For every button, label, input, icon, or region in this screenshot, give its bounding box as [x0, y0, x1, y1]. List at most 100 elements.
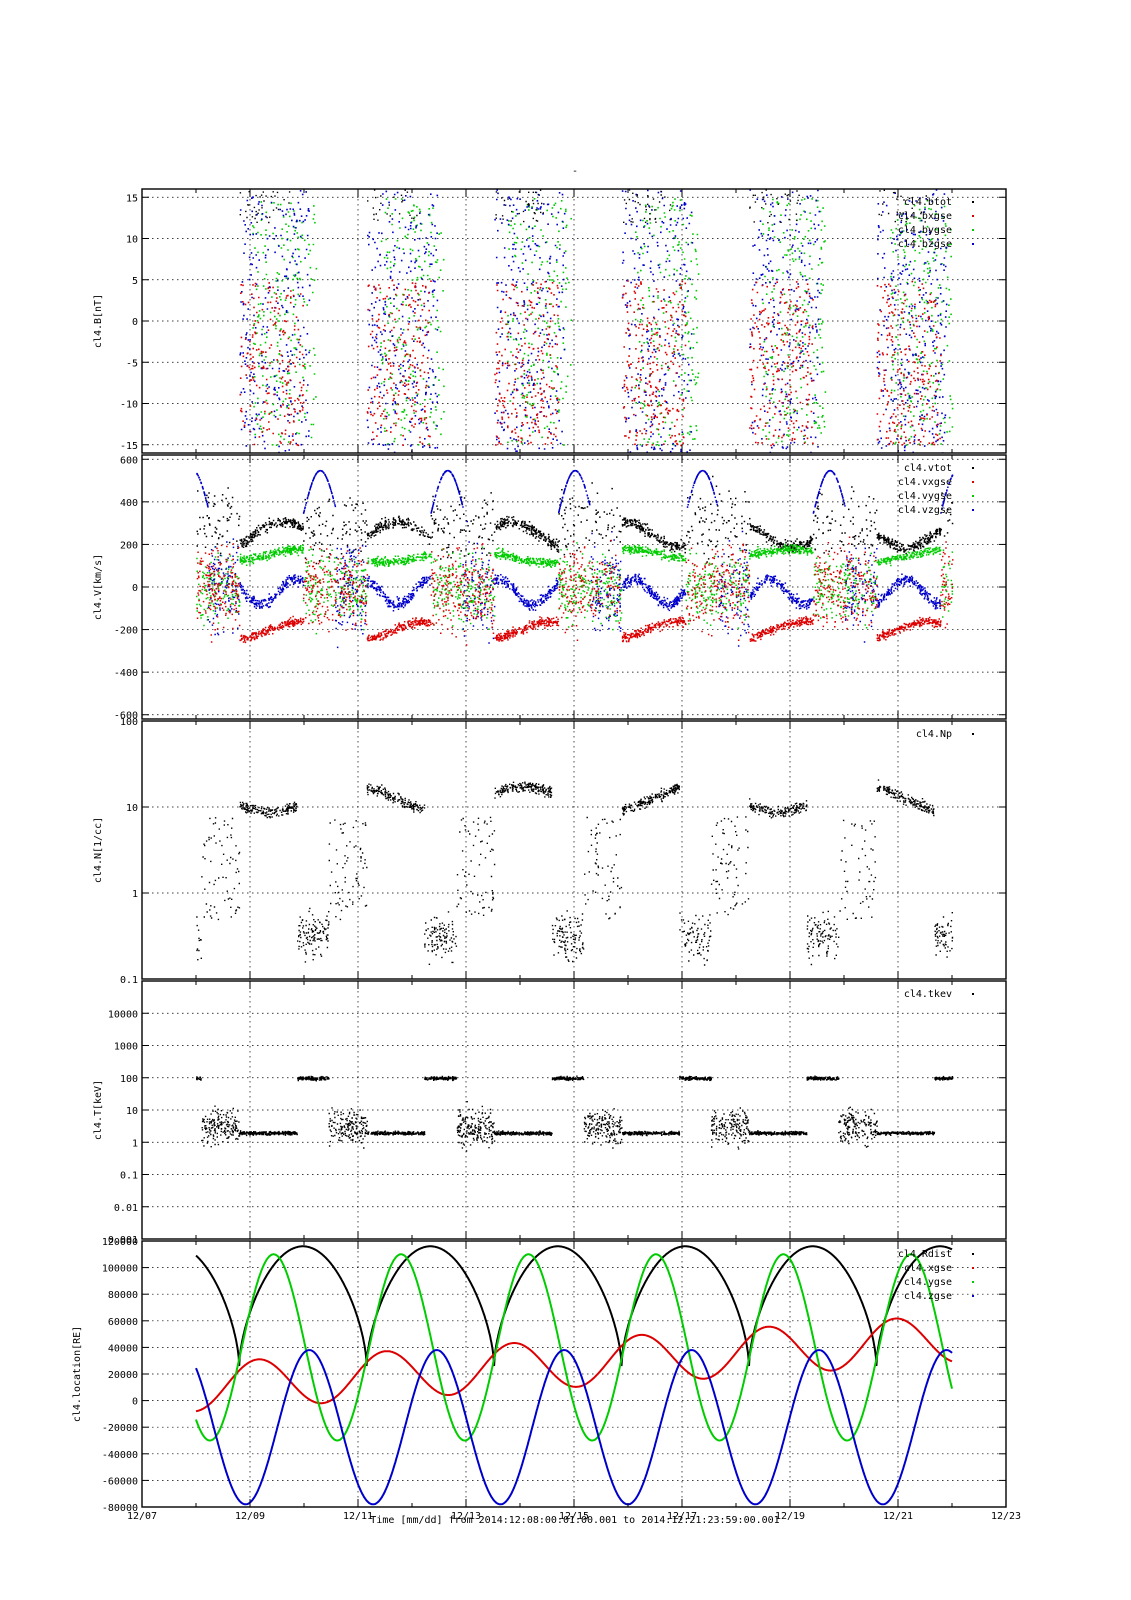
y-tick-label: 15 — [126, 193, 138, 204]
y-tick-label: -20000 — [102, 1423, 138, 1434]
y-tick-label: 0.1 — [120, 975, 138, 986]
legend-label-cl4-bzgse: cl4.bzgse — [898, 239, 952, 250]
panel-3-frame — [141, 720, 1007, 980]
y-tick-label: -15 — [120, 441, 138, 452]
y-tick-label: 10000 — [108, 1009, 138, 1020]
y-axis-label: cl4.V[km/s] — [93, 554, 104, 620]
x-axis-title: Time [mm/dd] from 2014:12:08:00:01:00.00… — [370, 1515, 779, 1526]
y-tick-label: -400 — [114, 668, 138, 679]
legend-label-cl4-Rdist: cl4.Rdist — [898, 1249, 952, 1260]
series-btot-points — [239, 189, 929, 224]
legend-label-cl4-btot: cl4.btot — [904, 197, 952, 208]
series-Rdist-line — [195, 1245, 953, 1367]
legend-marker — [972, 993, 974, 995]
legend-label-cl4-xgse: cl4.xgse — [904, 1263, 952, 1274]
legend-label-cl4-Np: cl4.Np — [916, 729, 952, 740]
y-tick-label: 10 — [126, 235, 138, 246]
panel-5-grid — [142, 1241, 1006, 1507]
series-vzgse-points — [196, 469, 954, 649]
series-tkev-points — [196, 1075, 954, 1152]
legend-marker — [972, 481, 974, 483]
panel-1-data — [239, 189, 954, 453]
y-tick-label: 100 — [120, 717, 138, 728]
y-tick-label: -5 — [126, 358, 138, 369]
legend-marker — [972, 509, 974, 511]
y-tick-label: 0 — [132, 1397, 138, 1408]
panel-5-data — [195, 1245, 953, 1506]
panel-1: 15 10 5 0 -5 -10 -15 cl4.B[nT] cl4.btot cl4.bxgse… — [93, 188, 1007, 454]
y-tick-label: 40000 — [108, 1343, 138, 1354]
y-tick-label: 10 — [126, 803, 138, 814]
y-tick-label: -80000 — [102, 1503, 138, 1514]
panel-4-grid — [142, 981, 1006, 1239]
series-xgse-line — [195, 1317, 953, 1413]
series-bygse-points — [252, 198, 954, 447]
y-tick-label: 60000 — [108, 1317, 138, 1328]
panel-1-frame — [141, 188, 1007, 454]
panel-2-data — [196, 469, 954, 649]
legend-marker — [972, 201, 974, 203]
x-tick-label: 12/11 — [343, 1511, 373, 1522]
legend-label-cl4-ygse: cl4.ygse — [904, 1277, 952, 1288]
x-tick-label: 12/21 — [883, 1511, 913, 1522]
legend-marker — [972, 1295, 974, 1297]
series-zgse-line — [195, 1349, 953, 1506]
panel-3: 100 10 1 0.1 cl4.N[1/cc] cl4.Np — [93, 717, 1007, 986]
panel-5: 120000 100000 80000 60000 40000 20000 0 -20000 -… — [72, 1237, 1007, 1514]
series-bxgse-points — [239, 279, 942, 447]
y-tick-label: 400 — [120, 498, 138, 509]
x-tick-label: 12/13 — [451, 1511, 481, 1522]
y-tick-label: -600 — [114, 711, 138, 722]
panels-group: 151050-5-10-15cl4.B[nT]cl4.btotcl4.bxgse… — [72, 188, 1021, 1522]
legend-label-cl4-tkev: cl4.tkev — [904, 989, 952, 1000]
legend-marker — [972, 243, 974, 245]
legend-label-cl4-vygse: cl4.vygse — [898, 491, 952, 502]
chart-title: - — [572, 166, 578, 177]
y-tick-label: 10 — [126, 1106, 138, 1117]
legend-marker — [972, 1253, 974, 1255]
legend-label-cl4-bxgse: cl4.bxgse — [898, 211, 952, 222]
y-tick-label: 100000 — [102, 1264, 138, 1275]
legend-marker — [972, 467, 974, 469]
legend-label-cl4-vtot: cl4.vtot — [904, 463, 952, 474]
x-tick-label: 12/09 — [235, 1511, 265, 1522]
series-Np-points — [196, 779, 954, 966]
y-tick-label: -60000 — [102, 1476, 138, 1487]
legend-marker — [972, 229, 974, 231]
y-axis-label: cl4.T[keV] — [93, 1080, 104, 1140]
y-tick-label: 5 — [132, 276, 138, 287]
legend-marker — [972, 1281, 974, 1283]
y-tick-label: 1 — [132, 1138, 138, 1149]
y-tick-label: 80000 — [108, 1290, 138, 1301]
x-tick-label: 12/07 — [127, 1511, 157, 1522]
panel-4-frame — [141, 980, 1007, 1240]
panel-3-data — [196, 779, 954, 966]
x-tick-label: 12/23 — [991, 1511, 1021, 1522]
y-tick-label: 120000 — [102, 1237, 138, 1248]
y-tick-label: 0.001 — [108, 1235, 138, 1246]
legend-marker — [972, 215, 974, 217]
y-tick-label: 0 — [132, 583, 138, 594]
legend-marker — [972, 733, 974, 735]
y-tick-label: 0.1 — [120, 1171, 138, 1182]
y-axis-label: cl4.location[RE] — [72, 1326, 83, 1422]
y-tick-label: 1000 — [114, 1042, 138, 1053]
y-tick-label: -40000 — [102, 1450, 138, 1461]
y-axis-label: cl4.N[1/cc] — [93, 817, 104, 883]
panel-2-grid — [142, 455, 1006, 719]
legend-marker — [972, 1267, 974, 1269]
y-tick-label: 20000 — [108, 1370, 138, 1381]
legend-label-cl4-vzgse: cl4.vzgse — [898, 505, 952, 516]
series-vxgse-points — [196, 536, 954, 646]
legend-label-cl4-zgse: cl4.zgse — [904, 1291, 952, 1302]
x-tick-label: 12/19 — [775, 1511, 805, 1522]
x-tick-label: 12/17 — [667, 1511, 697, 1522]
series-vygse-points — [196, 542, 954, 635]
series-ygse-line — [195, 1253, 953, 1442]
y-tick-label: 0 — [132, 317, 138, 328]
x-tick-label: 12/15 — [559, 1511, 589, 1522]
y-tick-label: 600 — [120, 455, 138, 466]
panel-2: 600 400 200 0 -200 -400 -600 cl4.V[km/s] cl4.vto… — [93, 454, 1007, 722]
legend-label-cl4-vxgse: cl4.vxgse — [898, 477, 952, 488]
